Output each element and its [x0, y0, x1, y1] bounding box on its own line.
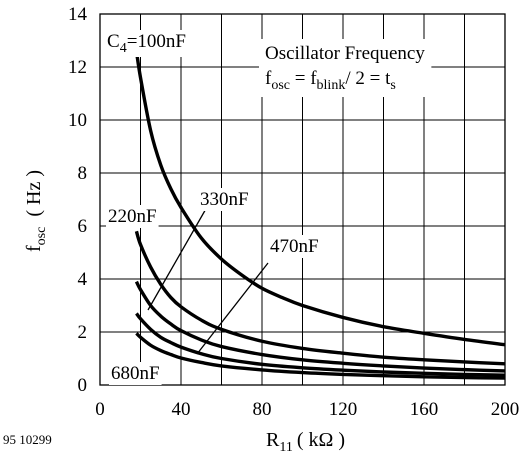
y-tick-label: 10	[68, 110, 87, 131]
label-680nF: 680nF	[111, 363, 160, 384]
label-680nF-background	[109, 362, 162, 385]
label-220nF-background	[106, 205, 159, 228]
info-box-background	[259, 39, 432, 97]
x-label-unit: ( kΩ )	[297, 429, 345, 451]
y-tick-label: 0	[78, 375, 88, 396]
label-100nF-text: =100nF	[127, 31, 186, 52]
y-tick-label: 2	[78, 322, 88, 343]
leader-330nF	[147, 206, 208, 311]
formula-rest: / 2 = t	[345, 68, 391, 89]
series-line-100nF	[134, 50, 506, 347]
info-formula: fosc = fblink/ 2 = ts	[265, 68, 396, 93]
label-470nF: 470nF	[270, 236, 319, 257]
x-label-sub: 11	[279, 440, 292, 455]
y-tick-label: 8	[78, 163, 88, 184]
x-label-main: R	[266, 429, 280, 451]
label-100nF-sub: 4	[120, 41, 127, 56]
formula-sub-s: s	[390, 78, 395, 93]
label-100nF-prefix: C	[107, 31, 120, 52]
y-label-main: f	[23, 245, 45, 252]
axis-ticks: 0 40 80 120 160 200 0 2 4 6 8 10 12 14	[68, 4, 519, 420]
formula-eq: =	[290, 68, 310, 89]
label-470nF-background	[268, 235, 321, 258]
curve-labels: C4=100nF 220nF 330nF 470nF 680nF	[105, 30, 321, 385]
y-label-sub: osc	[34, 227, 49, 246]
y-tick-label: 6	[78, 216, 88, 237]
x-tick-label: 160	[410, 399, 439, 420]
y-tick-label: 4	[78, 269, 88, 290]
y-label-unit: ( Hz )	[23, 170, 45, 217]
label-330nF-background	[198, 188, 251, 211]
x-tick-label: 80	[253, 399, 272, 420]
info-title: Oscillator Frequency	[265, 43, 425, 64]
label-100nF: C4=100nF	[107, 31, 186, 56]
curves	[134, 50, 506, 380]
x-tick-label: 40	[172, 399, 191, 420]
series-line-220nF	[134, 230, 506, 366]
x-tick-label: 200	[491, 399, 520, 420]
formula-sub-blink: blink	[317, 78, 346, 93]
x-tick-label: 0	[95, 399, 105, 420]
formula-sub-osc: osc	[271, 78, 290, 93]
y-tick-label: 12	[68, 57, 87, 78]
y-axis-label: fosc ( Hz )	[23, 170, 49, 252]
label-330nF: 330nF	[200, 189, 249, 210]
figure-number: 95 10299	[3, 432, 52, 447]
formula-f1: f	[265, 68, 272, 89]
y-tick-label: 14	[68, 4, 88, 25]
plot-frame	[99, 13, 506, 386]
x-axis-label: R11 ( kΩ )	[266, 429, 345, 455]
label-220nF: 220nF	[108, 206, 157, 227]
label-leader-lines	[147, 206, 269, 355]
series-line-680nF	[135, 332, 506, 380]
series-line-330nF	[134, 280, 506, 373]
info-box: Oscillator Frequency fosc = fblink/ 2 = …	[259, 39, 432, 97]
series-line-470nF	[135, 312, 506, 377]
leader-470nF	[196, 262, 269, 355]
formula-f2: f	[310, 68, 317, 89]
x-tick-label: 120	[329, 399, 358, 420]
label-100nF-background	[105, 30, 188, 57]
